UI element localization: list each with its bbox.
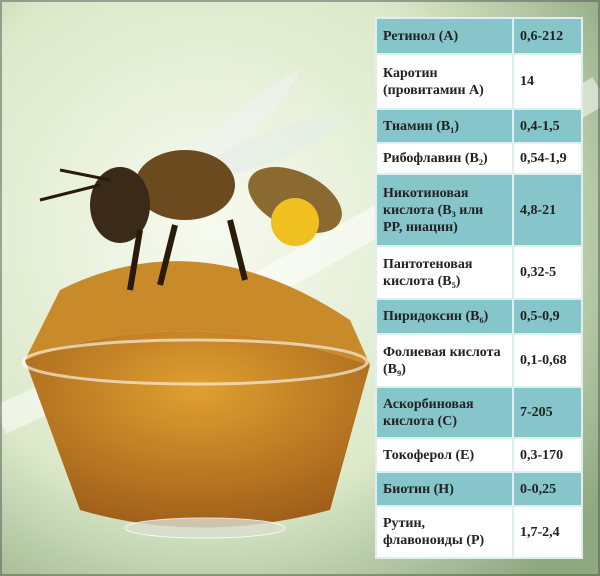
bee-wing (190, 70, 300, 170)
table-row: Пантотеновая кислота (B₅) 0,32-5 (375, 245, 583, 300)
bee-wing (200, 118, 345, 180)
table-row: Никотиновая кислота (B₃ или PP, ниацин) 4… (375, 173, 583, 247)
vitamin-name: Рибофлавин (B₂) (375, 142, 514, 175)
table-row: Биотин (H) 0-0,25 (375, 471, 583, 507)
vitamin-name: Пиридоксин (B₆) (375, 298, 514, 335)
table-row: Ретинол (A) 0,6-212 (375, 17, 583, 55)
vitamin-name: Рутин, флавоноиды (P) (375, 505, 514, 559)
vitamin-amount: 0,4-1,5 (512, 108, 583, 144)
table-row: Аскорбиновая кислота (C) 7-205 (375, 386, 583, 439)
bee-thorax (135, 150, 235, 220)
vitamin-table: Ретинол (A) 0,6-212 Каротин (провитамин A)… (375, 17, 583, 559)
vitamin-amount: 0,54-1,9 (512, 142, 583, 175)
vitamin-name: Каротин (провитамин A) (375, 53, 514, 110)
bee-antennae (39, 168, 111, 202)
vitamin-amount: 0,6-212 (512, 17, 583, 55)
vitamin-amount: 0,3-170 (512, 437, 583, 473)
vitamin-name: Никотиновая кислота (B₃ или PP, ниацин) (375, 173, 514, 247)
vitamin-amount: 4,8-21 (512, 173, 583, 247)
vitamin-name: Фолиевая кислота (B₉) (375, 333, 514, 388)
table-row: Каротин (провитамин A) 14 (375, 53, 583, 110)
vitamin-amount: 14 (512, 53, 583, 110)
bowl-foot (124, 517, 286, 539)
vitamin-name: Тиамин (B₁) (375, 108, 514, 144)
bee-head (90, 167, 150, 243)
table-row: Пиридоксин (B₆) 0,5-0,9 (375, 298, 583, 335)
table-row: Рутин, флавоноиды (P) 1,7-2,4 (375, 505, 583, 559)
vitamin-name: Токоферол (E) (375, 437, 514, 473)
table-row: Токоферол (E) 0,3-170 (375, 437, 583, 473)
table-row: Рибофлавин (B₂) 0,54-1,9 (375, 142, 583, 175)
vitamin-amount: 7-205 (512, 386, 583, 439)
pollen-heap (25, 261, 370, 365)
bowl-rim (21, 338, 369, 386)
pollen-bowl (25, 331, 370, 528)
vitamin-name: Биотин (H) (375, 471, 514, 507)
vitamin-name: Ретинол (A) (375, 17, 514, 55)
vitamin-amount: 0,1-0,68 (512, 333, 583, 388)
table-row: Тиамин (B₁) 0,4-1,5 (375, 108, 583, 144)
pollen-basket (271, 198, 319, 246)
vitamin-amount: 0-0,25 (512, 471, 583, 507)
bee-legs (127, 219, 248, 291)
table-row: Фолиевая кислота (B₉) 0,1-0,68 (375, 333, 583, 388)
vitamin-amount: 0,5-0,9 (512, 298, 583, 335)
vitamin-name: Аскорбиновая кислота (C) (375, 386, 514, 439)
vitamin-amount: 0,32-5 (512, 245, 583, 300)
vitamin-name: Пантотеновая кислота (B₅) (375, 245, 514, 300)
vitamin-amount: 1,7-2,4 (512, 505, 583, 559)
